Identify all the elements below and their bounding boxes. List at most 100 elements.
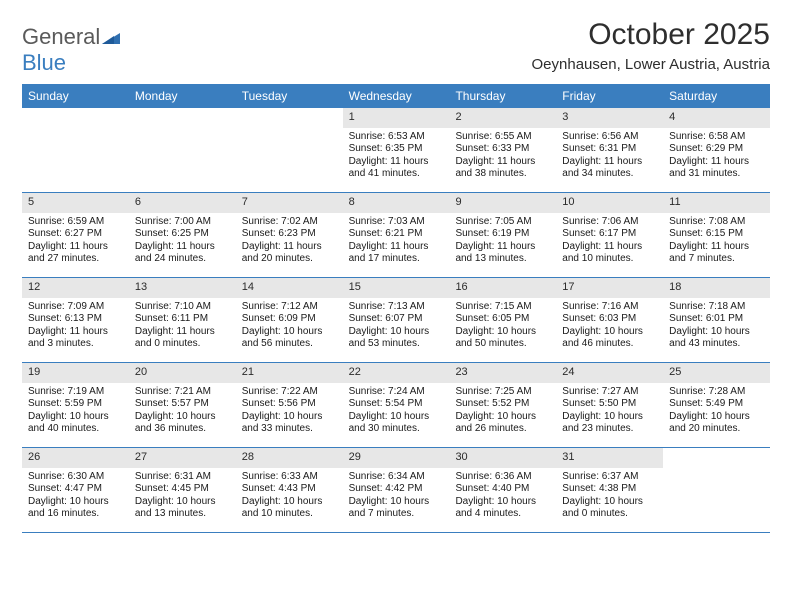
- day-number: 19: [22, 363, 129, 383]
- day-number: 31: [556, 448, 663, 468]
- day-body: Sunrise: 7:19 AMSunset: 5:59 PMDaylight:…: [22, 383, 129, 440]
- sunset-text: Sunset: 5:52 PM: [455, 398, 550, 411]
- day-number: 18: [663, 278, 770, 298]
- sunrise-text: Sunrise: 7:21 AM: [135, 386, 230, 399]
- daylight-text: Daylight: 10 hours: [349, 496, 444, 509]
- day-cell: 21Sunrise: 7:22 AMSunset: 5:56 PMDayligh…: [236, 363, 343, 447]
- daylight-text: and 38 minutes.: [455, 168, 550, 181]
- day-number: [663, 448, 770, 468]
- daylight-text: and 20 minutes.: [669, 423, 764, 436]
- day-cell: 10Sunrise: 7:06 AMSunset: 6:17 PMDayligh…: [556, 193, 663, 277]
- day-body: Sunrise: 7:08 AMSunset: 6:15 PMDaylight:…: [663, 213, 770, 270]
- daylight-text: Daylight: 11 hours: [562, 241, 657, 254]
- day-body: Sunrise: 7:03 AMSunset: 6:21 PMDaylight:…: [343, 213, 450, 270]
- weekday-header: Saturday: [663, 84, 770, 108]
- day-cell: 1Sunrise: 6:53 AMSunset: 6:35 PMDaylight…: [343, 108, 450, 192]
- day-body: Sunrise: 7:27 AMSunset: 5:50 PMDaylight:…: [556, 383, 663, 440]
- day-body: Sunrise: 6:56 AMSunset: 6:31 PMDaylight:…: [556, 128, 663, 185]
- sunrise-text: Sunrise: 7:24 AM: [349, 386, 444, 399]
- day-cell: 14Sunrise: 7:12 AMSunset: 6:09 PMDayligh…: [236, 278, 343, 362]
- sunrise-text: Sunrise: 6:58 AM: [669, 131, 764, 144]
- day-number: 2: [449, 108, 556, 128]
- weekday-header: Thursday: [449, 84, 556, 108]
- daylight-text: and 31 minutes.: [669, 168, 764, 181]
- sunset-text: Sunset: 6:01 PM: [669, 313, 764, 326]
- logo-general: General: [22, 24, 100, 49]
- sunset-text: Sunset: 6:23 PM: [242, 228, 337, 241]
- daylight-text: Daylight: 11 hours: [135, 241, 230, 254]
- daylight-text: Daylight: 10 hours: [28, 411, 123, 424]
- daylight-text: Daylight: 10 hours: [562, 496, 657, 509]
- day-cell: [236, 108, 343, 192]
- weekday-header-row: Sunday Monday Tuesday Wednesday Thursday…: [22, 84, 770, 108]
- day-body: Sunrise: 6:37 AMSunset: 4:38 PMDaylight:…: [556, 468, 663, 525]
- day-body: Sunrise: 6:55 AMSunset: 6:33 PMDaylight:…: [449, 128, 556, 185]
- week-row: 1Sunrise: 6:53 AMSunset: 6:35 PMDaylight…: [22, 108, 770, 193]
- day-body: Sunrise: 7:21 AMSunset: 5:57 PMDaylight:…: [129, 383, 236, 440]
- sunrise-text: Sunrise: 7:05 AM: [455, 216, 550, 229]
- day-number: 6: [129, 193, 236, 213]
- daylight-text: and 13 minutes.: [135, 508, 230, 521]
- sunset-text: Sunset: 6:21 PM: [349, 228, 444, 241]
- day-number: 28: [236, 448, 343, 468]
- header: General Blue October 2025 Oeynhausen, Lo…: [22, 18, 770, 76]
- title-block: October 2025 Oeynhausen, Lower Austria, …: [532, 18, 770, 73]
- day-number: 15: [343, 278, 450, 298]
- sunset-text: Sunset: 6:31 PM: [562, 143, 657, 156]
- day-cell: 11Sunrise: 7:08 AMSunset: 6:15 PMDayligh…: [663, 193, 770, 277]
- day-body: Sunrise: 7:12 AMSunset: 6:09 PMDaylight:…: [236, 298, 343, 355]
- sunset-text: Sunset: 6:19 PM: [455, 228, 550, 241]
- daylight-text: Daylight: 10 hours: [562, 411, 657, 424]
- day-number: 1: [343, 108, 450, 128]
- day-cell: [129, 108, 236, 192]
- day-number: 5: [22, 193, 129, 213]
- day-number: 8: [343, 193, 450, 213]
- day-number: 17: [556, 278, 663, 298]
- sunset-text: Sunset: 6:13 PM: [28, 313, 123, 326]
- sunset-text: Sunset: 6:03 PM: [562, 313, 657, 326]
- day-number: 16: [449, 278, 556, 298]
- sunrise-text: Sunrise: 6:56 AM: [562, 131, 657, 144]
- daylight-text: and 10 minutes.: [562, 253, 657, 266]
- daylight-text: and 53 minutes.: [349, 338, 444, 351]
- sunset-text: Sunset: 6:27 PM: [28, 228, 123, 241]
- day-cell: 8Sunrise: 7:03 AMSunset: 6:21 PMDaylight…: [343, 193, 450, 277]
- daylight-text: and 36 minutes.: [135, 423, 230, 436]
- weeks-container: 1Sunrise: 6:53 AMSunset: 6:35 PMDaylight…: [22, 108, 770, 533]
- sunrise-text: Sunrise: 6:59 AM: [28, 216, 123, 229]
- sunrise-text: Sunrise: 7:13 AM: [349, 301, 444, 314]
- sunrise-text: Sunrise: 6:34 AM: [349, 471, 444, 484]
- day-cell: [22, 108, 129, 192]
- day-body: Sunrise: 7:18 AMSunset: 6:01 PMDaylight:…: [663, 298, 770, 355]
- day-cell: 25Sunrise: 7:28 AMSunset: 5:49 PMDayligh…: [663, 363, 770, 447]
- day-cell: 20Sunrise: 7:21 AMSunset: 5:57 PMDayligh…: [129, 363, 236, 447]
- month-title: October 2025: [532, 18, 770, 52]
- day-cell: 27Sunrise: 6:31 AMSunset: 4:45 PMDayligh…: [129, 448, 236, 532]
- daylight-text: and 7 minutes.: [349, 508, 444, 521]
- logo-blue: Blue: [22, 50, 66, 75]
- sunrise-text: Sunrise: 7:22 AM: [242, 386, 337, 399]
- daylight-text: Daylight: 10 hours: [455, 496, 550, 509]
- sunrise-text: Sunrise: 7:16 AM: [562, 301, 657, 314]
- day-cell: 26Sunrise: 6:30 AMSunset: 4:47 PMDayligh…: [22, 448, 129, 532]
- week-row: 12Sunrise: 7:09 AMSunset: 6:13 PMDayligh…: [22, 278, 770, 363]
- day-number: 3: [556, 108, 663, 128]
- day-cell: 24Sunrise: 7:27 AMSunset: 5:50 PMDayligh…: [556, 363, 663, 447]
- sunrise-text: Sunrise: 7:15 AM: [455, 301, 550, 314]
- day-body: Sunrise: 6:30 AMSunset: 4:47 PMDaylight:…: [22, 468, 129, 525]
- sunset-text: Sunset: 6:29 PM: [669, 143, 764, 156]
- daylight-text: Daylight: 10 hours: [455, 326, 550, 339]
- sunset-text: Sunset: 6:17 PM: [562, 228, 657, 241]
- daylight-text: and 41 minutes.: [349, 168, 444, 181]
- day-cell: 5Sunrise: 6:59 AMSunset: 6:27 PMDaylight…: [22, 193, 129, 277]
- sunset-text: Sunset: 6:05 PM: [455, 313, 550, 326]
- day-number: 21: [236, 363, 343, 383]
- day-cell: 31Sunrise: 6:37 AMSunset: 4:38 PMDayligh…: [556, 448, 663, 532]
- sunrise-text: Sunrise: 6:30 AM: [28, 471, 123, 484]
- day-cell: 16 Sunrise: 7:15 AMSunset: 6:05 PMDayligh…: [449, 278, 556, 362]
- daylight-text: Daylight: 10 hours: [455, 411, 550, 424]
- daylight-text: Daylight: 11 hours: [349, 241, 444, 254]
- day-body: Sunrise: 7:25 AMSunset: 5:52 PMDaylight:…: [449, 383, 556, 440]
- daylight-text: Daylight: 11 hours: [135, 326, 230, 339]
- day-cell: 29Sunrise: 6:34 AMSunset: 4:42 PMDayligh…: [343, 448, 450, 532]
